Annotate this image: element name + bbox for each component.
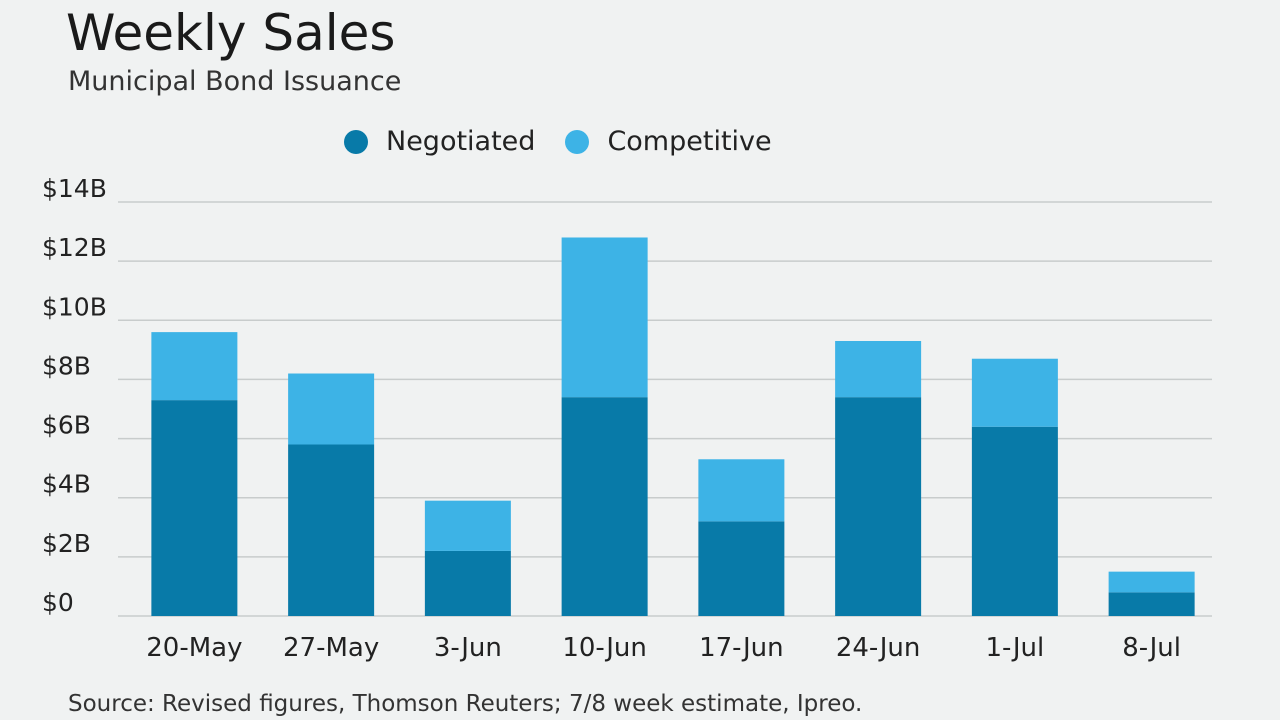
y-tick-label: $14B <box>42 174 107 203</box>
bar-negotiated-1-jul <box>971 426 1058 616</box>
x-tick-label: 20-May <box>146 633 242 663</box>
bar-negotiated-24-jun <box>835 397 922 616</box>
legend: Negotiated Competitive <box>344 124 802 160</box>
legend-swatch-competitive <box>565 130 590 154</box>
bar-negotiated-3-jun <box>424 550 511 616</box>
x-tick-label: 8-Jul <box>1122 633 1181 663</box>
bar-competitive-17-jun <box>698 459 785 522</box>
bar-competitive-3-jun <box>424 500 511 551</box>
x-tick-label: 24-Jun <box>836 633 921 663</box>
bar-negotiated-8-jul <box>1108 592 1195 616</box>
bar-negotiated-20-may <box>151 400 238 616</box>
y-tick-label: $4B <box>42 470 91 499</box>
bar-competitive-10-jun <box>561 237 648 398</box>
x-tick-label: 10-Jun <box>562 633 647 663</box>
y-tick-label: $6B <box>42 411 91 440</box>
bar-competitive-20-may <box>151 332 238 401</box>
legend-swatch-negotiated <box>344 130 368 154</box>
x-tick-label: 1-Jul <box>986 633 1045 663</box>
y-tick-label: $0 <box>42 588 74 617</box>
y-tick-label: $2B <box>42 529 91 558</box>
bar-negotiated-27-may <box>288 444 375 616</box>
legend-item-negotiated: Negotiated <box>344 124 535 160</box>
x-tick-label: 3-Jun <box>434 633 502 663</box>
bar-negotiated-10-jun <box>561 397 648 616</box>
legend-item-competitive: Competitive <box>565 124 772 160</box>
chart-title: Weekly Sales <box>66 4 396 62</box>
bar-competitive-8-jul <box>1108 571 1195 593</box>
chart-subtitle: Municipal Bond Issuance <box>68 66 402 97</box>
x-tick-label: 27-May <box>283 633 379 663</box>
y-tick-label: $8B <box>42 351 91 380</box>
bar-negotiated-17-jun <box>698 521 785 616</box>
y-tick-label: $12B <box>42 233 107 262</box>
legend-label-competitive: Competitive <box>607 126 772 157</box>
x-tick-label: 17-Jun <box>699 633 784 663</box>
bar-competitive-1-jul <box>971 358 1058 427</box>
legend-label-negotiated: Negotiated <box>386 126 536 157</box>
y-tick-label: $10B <box>42 292 107 321</box>
bar-competitive-27-may <box>288 373 375 445</box>
bar-competitive-24-jun <box>835 340 922 398</box>
source-note: Source: Revised figures, Thomson Reuters… <box>68 691 863 717</box>
